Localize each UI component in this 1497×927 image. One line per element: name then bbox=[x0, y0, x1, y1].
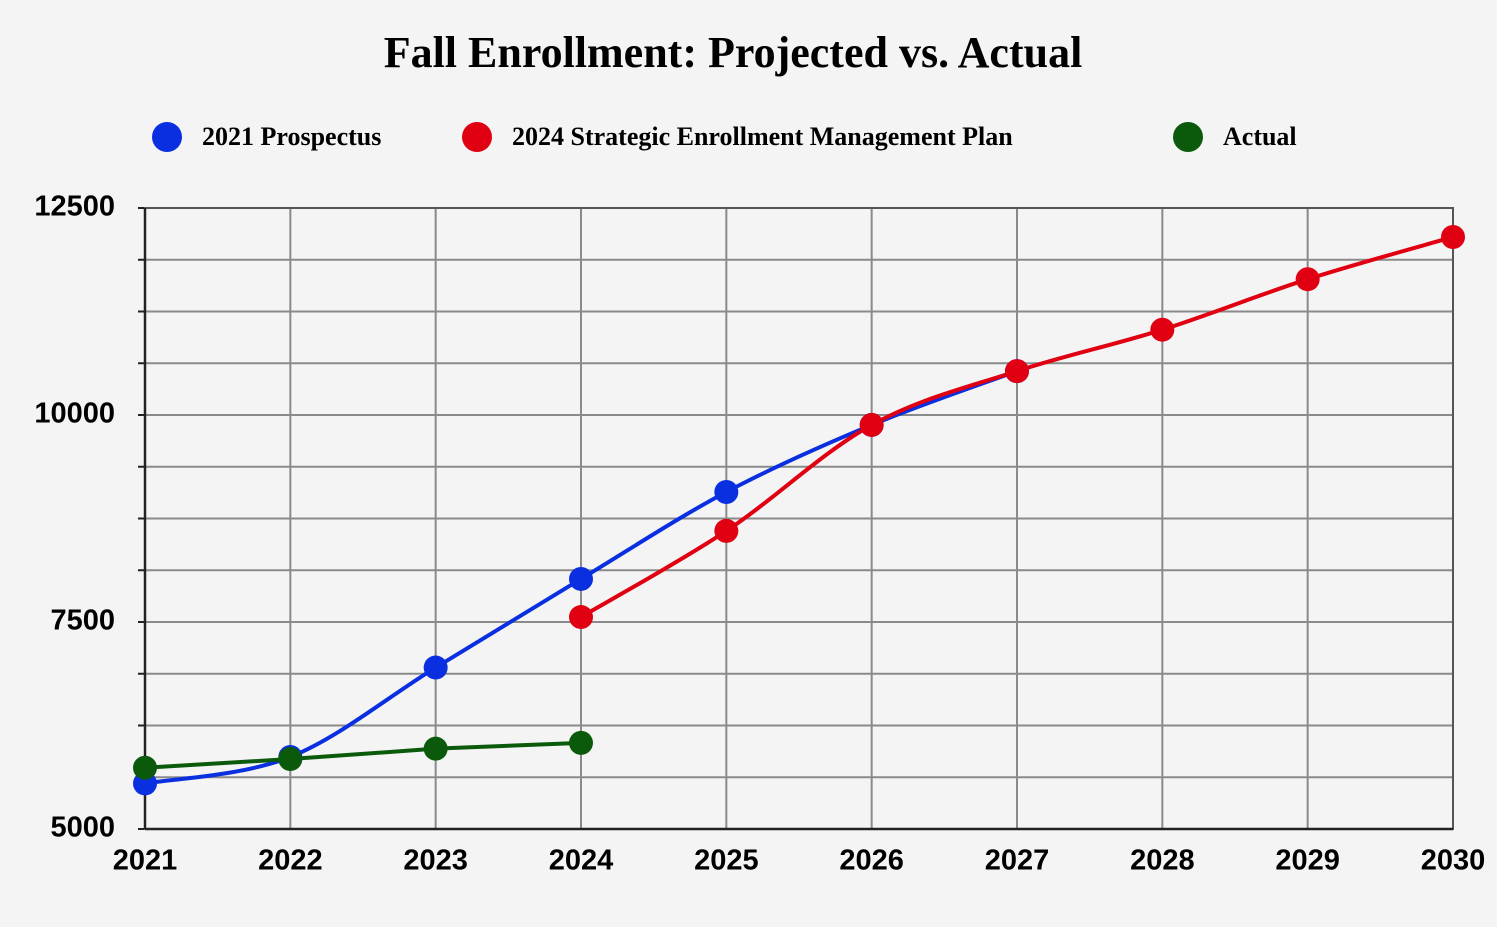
legend-label: 2024 Strategic Enrollment Management Pla… bbox=[512, 122, 1013, 151]
x-tick-label: 2030 bbox=[1421, 845, 1486, 877]
legend-swatch bbox=[1173, 122, 1203, 152]
x-tick-label: 2027 bbox=[985, 845, 1050, 877]
data-point bbox=[423, 655, 448, 680]
x-tick-label: 2028 bbox=[1130, 845, 1195, 877]
chart-title: Fall Enrollment: Projected vs. Actual bbox=[384, 28, 1083, 77]
data-point bbox=[278, 747, 303, 772]
legend-label: Actual bbox=[1223, 122, 1297, 151]
y-tick-label: 10000 bbox=[34, 398, 115, 430]
data-point bbox=[569, 566, 593, 591]
data-point bbox=[1441, 224, 1465, 249]
y-tick-label: 12500 bbox=[34, 191, 115, 223]
data-point bbox=[1150, 317, 1175, 342]
legend-swatch bbox=[462, 122, 492, 152]
legend-swatch bbox=[152, 122, 182, 152]
y-tick-label: 5000 bbox=[50, 812, 115, 844]
x-tick-label: 2021 bbox=[113, 845, 178, 877]
data-point bbox=[133, 755, 157, 780]
data-point bbox=[1005, 359, 1029, 384]
series-line bbox=[144, 740, 582, 770]
data-point bbox=[859, 412, 884, 437]
x-tick-label: 2023 bbox=[403, 845, 468, 877]
x-tick-label: 2024 bbox=[549, 845, 614, 877]
data-point bbox=[423, 736, 448, 761]
data-point bbox=[714, 518, 739, 543]
x-tick-label: 2029 bbox=[1275, 845, 1340, 877]
x-tick-label: 2025 bbox=[694, 845, 759, 877]
x-tick-label: 2022 bbox=[258, 845, 323, 877]
data-point bbox=[714, 480, 739, 505]
legend-label: 2021 Prospectus bbox=[202, 122, 381, 151]
data-point bbox=[1295, 267, 1320, 292]
y-tick-label: 7500 bbox=[50, 605, 115, 637]
x-tick-label: 2026 bbox=[839, 845, 904, 877]
data-point bbox=[569, 730, 593, 755]
data-point bbox=[569, 605, 593, 630]
